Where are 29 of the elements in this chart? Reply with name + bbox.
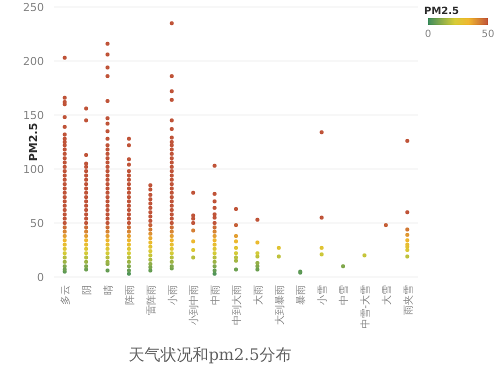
x-tick-label: 中雪: [338, 285, 350, 305]
x-tick-label: 大雨: [252, 285, 264, 305]
x-tick-label: 小到中雨: [188, 285, 200, 325]
x-tick-label: 雷阵雨: [145, 285, 158, 315]
x-tick-label: 暴雨: [296, 285, 308, 305]
color-bar-title: PM2.5: [424, 6, 460, 17]
y-axis-title: PM2.5: [27, 122, 40, 162]
text: 天气状况和pm2.5分布: [128, 345, 292, 364]
x-tick-label: 大到暴雨: [274, 285, 286, 325]
x-tick-label: 中到大雨: [231, 285, 243, 325]
x-tick-label: 小雨: [166, 285, 179, 305]
y-tick-label: 50: [30, 217, 44, 230]
color-bar-label: 0: [424, 29, 432, 40]
x-tick-label: 多云: [60, 285, 72, 305]
x-tick-label: 雨夹雪: [402, 285, 414, 315]
x-tick-label: 阴: [82, 285, 94, 295]
x-tick-label: 中雪-大雪: [359, 285, 372, 329]
x-tick-label: 中雨: [210, 285, 222, 305]
x-tick-label: 大雪: [380, 285, 393, 305]
x-tick-label: 阵雨: [124, 285, 136, 305]
colorbar: PM2.5 0 50: [424, 6, 494, 40]
x-tick-label: 晴: [102, 285, 115, 295]
y-tick-label: 100: [23, 163, 44, 176]
y-tick-label: 250: [23, 1, 44, 14]
y-tick-label: 0: [37, 271, 44, 284]
x-tick-label: 小雪: [316, 285, 329, 305]
y-tick-label: 150: [23, 109, 44, 122]
color-bar-label: 50: [482, 29, 494, 40]
y-tick-label: 200: [23, 55, 44, 68]
